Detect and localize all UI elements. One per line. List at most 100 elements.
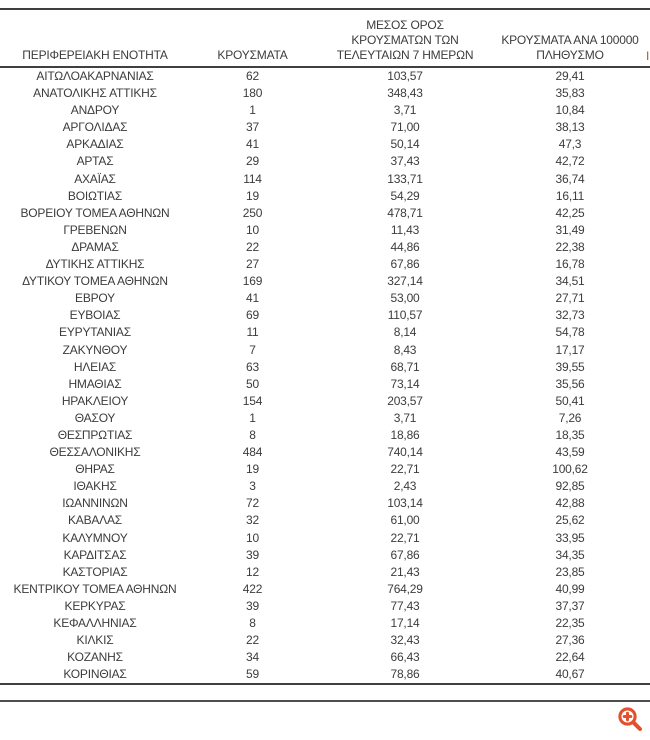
edge-spacer-cell [645,495,650,512]
edge-spacer-cell [645,239,650,256]
region-cell: ΖΑΚΥΝΘΟΥ [62,342,128,357]
avg-7day-cell: 54,29 [390,188,420,203]
table-row: ΚΑΛΥΜΝΟΥ 10 22,71 33,95 [0,530,650,547]
edge-spacer-cell [645,342,650,359]
edge-spacer-cell [645,410,650,427]
region-cell: ΕΥΒΟΙΑΣ [69,308,121,323]
edge-spacer-cell [645,67,650,85]
edge-spacer-cell [645,256,650,273]
cases-cell: 7 [249,342,256,357]
cases-cell: 22 [246,633,259,648]
edge-spacer-cell [645,649,650,666]
col-header-regional-unit: ΠΕΡΙΦΕΡΕΙΑΚΗ ΕΝΟΤΗΤΑ [0,9,190,68]
region-cell: ΑΡΚΑΔΙΑΣ [66,137,124,152]
avg-7day-cell: 68,71 [390,359,420,374]
table-row: ΚΑΒΑΛΑΣ 32 61,00 25,62 [0,512,650,529]
region-cell: ΗΡΑΚΛΕΙΟΥ [61,393,129,408]
edge-spacer-cell [645,153,650,170]
region-cell: ΑΙΤΩΛΟΑΚΑΡΝΑΝΙΑΣ [36,69,154,83]
per-100k-cell: 39,55 [555,359,585,374]
cases-cell: 8 [249,616,256,630]
per-100k-cell: 92,85 [555,479,585,494]
cases-cell: 63 [246,359,259,374]
cases-cell: 484 [242,445,263,460]
table-row: ΕΥΡΥΤΑΝΙΑΣ 11 8,14 54,78 [0,324,650,341]
edge-spacer-cell [645,359,650,376]
per-100k-cell: 42,72 [555,154,585,169]
per-100k-cell: 35,56 [555,376,585,391]
region-cell: ΘΗΡΑΣ [75,462,115,477]
cases-cell: 27 [246,257,259,272]
header-row: ΠΕΡΙΦΕΡΕΙΑΚΗ ΕΝΟΤΗΤΑ ΚΡΟΥΣΜΑΤΑ ΜΕΣΟΣ ΟΡΟ… [0,9,650,68]
table-row: ΑΙΤΩΛΟΑΚΑΡΝΑΝΙΑΣ 62 103,57 29,41 [0,67,650,85]
cases-cell: 169 [242,274,263,289]
cases-cell: 250 [242,205,263,220]
per-100k-cell: 22,64 [555,650,585,665]
table-row: ΗΡΑΚΛΕΙΟΥ 154 203,57 50,41 [0,393,650,410]
cropped-column-text-fragment: Ι [646,49,650,63]
cases-cell: 114 [243,171,262,186]
edge-spacer-cell [645,427,650,444]
avg-7day-cell: 110,57 [387,308,423,323]
avg-7day-cell: 77,43 [390,598,420,613]
avg-7day-cell: 478,71 [387,205,423,220]
avg-7day-cell: 8,14 [393,325,417,340]
table-row: ΒΟΡΕΙΟΥ ΤΟΜΕΑ ΑΘΗΝΩΝ 250 478,71 42,25 [0,205,650,222]
per-100k-cell: 37,37 [555,598,585,613]
bottom-divider-line [0,700,650,702]
cases-cell: 69 [246,308,259,323]
edge-spacer-cell [645,85,650,102]
edge-spacer-cell [645,119,650,136]
region-cell: ΘΑΣΟΥ [74,410,116,425]
table-row: ΘΕΣΠΡΩΤΙΑΣ 8 18,86 18,35 [0,427,650,444]
table-row: ΘΑΣΟΥ 1 3,71 7,26 [0,410,650,427]
edge-spacer-cell [645,478,650,495]
per-100k-cell: 17,17 [555,342,585,357]
col-header-per-100k: ΚΡΟΥΣΜΑΤΑ ΑΝΑ 100000 ΠΛΗΘΥΣΜΟ [495,9,645,68]
per-100k-cell: 33,95 [555,530,585,545]
zoom-in-button[interactable] [617,706,643,732]
avg-7day-cell: 348,43 [387,86,423,101]
table-row: ΗΛΕΙΑΣ 63 68,71 39,55 [0,359,650,376]
per-100k-cell: 31,49 [555,222,585,237]
table-row: ΔΥΤΙΚΟΥ ΤΟΜΕΑ ΑΘΗΝΩΝ 169 327,14 34,51 [0,273,650,290]
cases-cell: 32 [246,513,259,528]
per-100k-cell: 34,35 [555,547,585,562]
avg-7day-cell: 66,43 [390,650,420,665]
region-cell: ΚΟΡΙΝΘΙΑΣ [0,666,190,686]
region-cell: ΗΜΑΘΙΑΣ [68,376,122,391]
per-100k-cell: 40,99 [555,581,585,596]
cases-cell: 59 [190,666,315,686]
table-row: ΔΥΤΙΚΗΣ ΑΤΤΙΚΗΣ 27 67,86 16,78 [0,256,650,273]
per-100k-cell: 7,26 [558,410,582,425]
table-row: ΑΡΤΑΣ 29 37,43 42,72 [0,153,650,170]
region-cell: ΙΘΑΚΗΣ [73,479,117,494]
table-row: ΑΡΓΟΛΙΔΑΣ 37 71,00 38,13 [0,119,650,136]
avg-7day-cell: 67,86 [390,547,420,562]
edge-spacer-cell [645,324,650,341]
per-100k-cell: 16,78 [555,257,585,272]
covid-region-stats-table-wrap: ΠΕΡΙΦΕΡΕΙΑΚΗ ΕΝΟΤΗΤΑ ΚΡΟΥΣΜΑΤΑ ΜΕΣΟΣ ΟΡΟ… [0,8,650,686]
zoom-in-icon [617,707,643,735]
cases-cell: 422 [242,581,263,596]
table-header: ΠΕΡΙΦΕΡΕΙΑΚΗ ΕΝΟΤΗΤΑ ΚΡΟΥΣΜΑΤΑ ΜΕΣΟΣ ΟΡΟ… [0,9,650,68]
avg-7day-cell: 71,00 [390,120,420,135]
region-cell: ΚΑΡΔΙΤΣΑΣ [63,547,127,562]
table-row: ΒΟΙΩΤΙΑΣ 19 54,29 16,11 [0,188,650,205]
region-cell: ΚΙΛΚΙΣ [76,633,114,648]
avg-7day-cell: 78,86 [315,666,495,686]
per-100k-cell: 50,41 [555,393,585,408]
table-row: ΚΕΦΑΛΛΗΝΙΑΣ 8 17,14 22,35 [0,615,650,632]
cases-cell: 29 [246,154,259,169]
avg-7day-cell: 22,71 [390,530,420,545]
edge-spacer-cell [645,581,650,598]
col-header-cases: ΚΡΟΥΣΜΑΤΑ [190,9,315,68]
edge-spacer-cell [645,307,650,324]
avg-7day-cell: 3,71 [393,410,417,425]
per-100k-cell: 42,88 [555,496,585,511]
region-cell: ΚΑΛΥΜΝΟΥ [62,530,128,545]
table-row: ΔΡΑΜΑΣ 22 44,86 22,38 [0,239,650,256]
avg-7day-cell: 11,43 [390,222,420,237]
cases-cell: 19 [246,462,259,477]
